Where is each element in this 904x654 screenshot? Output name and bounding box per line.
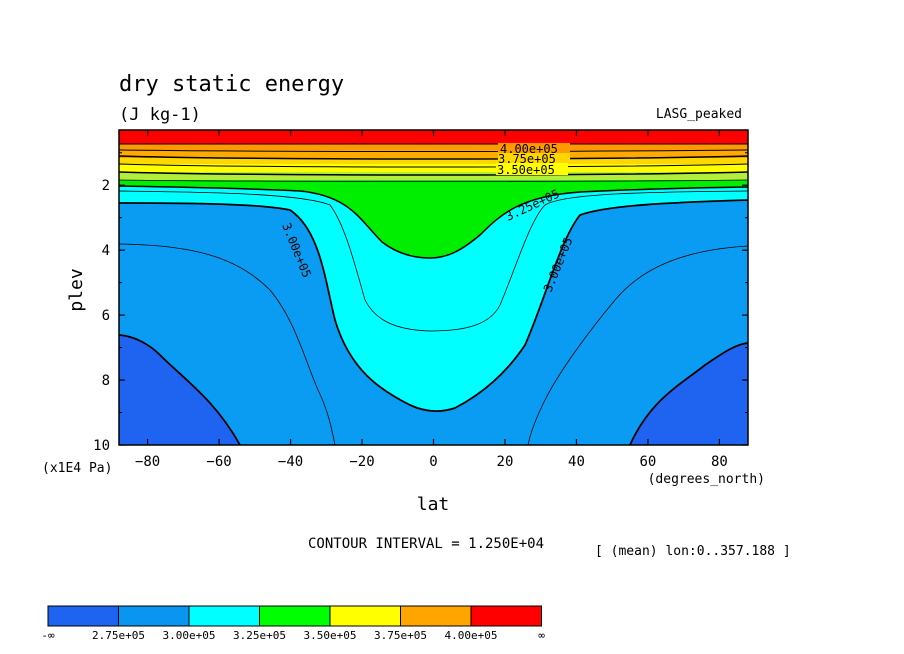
contour-line <box>119 190 748 332</box>
contour-line-300 <box>119 199 748 412</box>
contour-line-275-left <box>119 334 241 445</box>
contour-line <box>119 243 336 445</box>
colorbar-label: 3.00e+05 <box>163 629 216 642</box>
contour-line <box>119 155 748 160</box>
colorbar-swatch <box>188 605 260 627</box>
contour-line <box>119 149 748 152</box>
y-units-label: (x1E4 Pa) <box>42 461 112 476</box>
contour-label-bg <box>498 153 570 164</box>
contour-fills <box>119 130 748 445</box>
colorbar-swatch <box>118 605 190 627</box>
band-darkblue-right <box>630 343 748 445</box>
contour-line-325 <box>119 185 748 259</box>
x-tick-label: 20 <box>497 454 514 470</box>
x-units-label: (degrees_north) <box>648 472 765 487</box>
contour-label-bg <box>498 143 570 154</box>
colorbar-swatch <box>470 605 542 627</box>
x-tick-label: −40 <box>278 454 303 470</box>
x-tick-label: −80 <box>135 454 160 470</box>
contour-label-bg <box>496 163 568 175</box>
contour-line <box>119 163 748 168</box>
y-tick-label: 4 <box>102 243 110 259</box>
y-axis-label: plev <box>66 268 87 311</box>
chart-subtitle: (J kg-1) <box>119 105 201 125</box>
band-green <box>119 180 748 258</box>
contour-label-350: 3.50e+05 <box>497 163 555 177</box>
colorbar-label: -∞ <box>41 629 55 642</box>
y-tick-label: 2 <box>102 178 110 194</box>
dataset-label: LASG_peaked <box>656 107 742 122</box>
x-axis: −80 −60 −40 −20 0 20 40 60 80 <box>135 130 728 470</box>
colorbar-label: ∞ <box>538 629 545 642</box>
colorbar-label: 3.25e+05 <box>233 629 286 642</box>
colorbar-label: 4.00e+05 <box>445 629 498 642</box>
contour-lines <box>119 143 748 445</box>
y-tick-label: 10 <box>93 438 110 454</box>
contour-line <box>119 179 748 182</box>
y-axis: 2 4 6 8 10 <box>93 152 748 454</box>
colorbar-swatch <box>400 605 472 627</box>
colorbar-swatch <box>259 605 331 627</box>
colorbar-swatch <box>329 605 401 627</box>
band-red <box>119 130 748 144</box>
x-tick-label: 40 <box>568 454 585 470</box>
colorbar-label: 3.75e+05 <box>374 629 427 642</box>
contour-label-400: 4.00e+05 <box>500 142 558 156</box>
x-tick-label: 0 <box>429 454 437 470</box>
colorbar-label: 3.50e+05 <box>304 629 357 642</box>
chart-title: dry static energy <box>119 72 344 97</box>
contour-line <box>119 171 748 176</box>
y-tick-label: 8 <box>102 373 110 389</box>
band-blue <box>119 200 748 445</box>
colorbar: -∞ 2.75e+05 3.00e+05 3.25e+05 3.50e+05 3.75e+… <box>41 605 545 642</box>
x-axis-label: lat <box>417 494 450 515</box>
band-darkblue-left <box>119 335 240 445</box>
colorbar-swatch <box>47 605 119 627</box>
band-orange-light <box>119 150 748 160</box>
contour-line <box>527 245 748 445</box>
colorbar-label: 2.75e+05 <box>92 629 145 642</box>
x-tick-label: −20 <box>349 454 374 470</box>
x-tick-label: −60 <box>206 454 231 470</box>
y-tick-label: 6 <box>102 308 110 324</box>
contour-label-375: 3.75e+05 <box>498 152 556 166</box>
contour-line-275-right <box>629 342 748 445</box>
x-tick-label: 60 <box>640 454 657 470</box>
averaging-note: [ (mean) lon:0..357.188 ] <box>595 544 791 559</box>
x-tick-label: 80 <box>711 454 728 470</box>
contour-interval-text: CONTOUR INTERVAL = 1.250E+04 <box>308 536 544 552</box>
